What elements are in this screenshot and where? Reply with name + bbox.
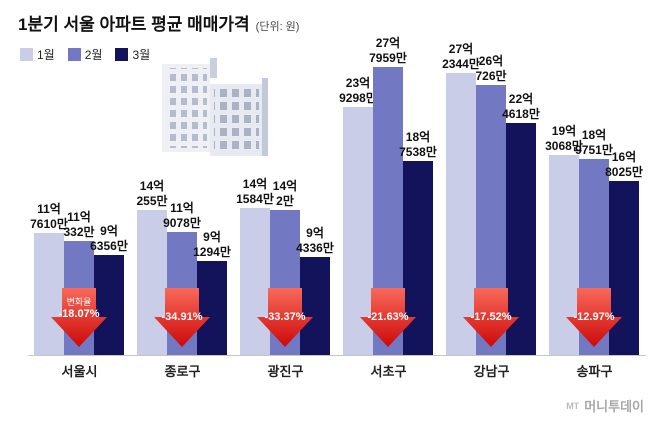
bar-value-label: 27억 2344만 [442,42,480,71]
change-percent: -34.91% [161,311,203,323]
bar-1월-종로구 [137,210,167,355]
legend-item-mar: 3월 [115,46,150,63]
legend-swatch-mar [115,48,129,61]
bar-3월-강남구 [506,123,536,355]
change-arrow: 변화율 -18.07% [50,288,108,348]
title-text: 1분기 서울 아파트 평균 매매가격 [18,15,250,34]
page-title: 1분기 서울 아파트 평균 매매가격 (단위: 원) [18,10,299,35]
change-arrow: -12.97% [565,288,623,348]
legend-item-feb: 2월 [67,46,103,63]
bar-value-label: 14억 2만 [272,179,298,208]
category-label: 송파구 [576,364,613,379]
change-arrow: -34.91% [153,288,211,348]
unit-note: (단위: 원) [255,21,300,33]
down-arrow-icon [463,288,519,347]
legend-label-jan: 1월 [37,48,55,62]
legend-label-mar: 3월 [132,48,151,62]
bar-value-label: 19억 3068만 [545,124,583,153]
category-label: 서초구 [370,364,407,379]
change-arrow: -21.63% [359,288,417,348]
x-axis-line [28,355,646,356]
bar-1월-강남구 [446,73,476,355]
bar-value-label: 18억 9751만 [575,128,613,157]
change-arrow: -17.52% [462,288,520,348]
down-arrow-icon [566,288,622,347]
legend-item-jan: 1월 [20,46,55,63]
bar-value-label: 27억 7959만 [369,36,407,65]
change-arrow: -33.37% [256,288,314,348]
bar-3월-송파구 [609,181,639,355]
category-label: 광진구 [267,364,304,379]
down-arrow-icon [51,288,107,347]
change-percent: -33.37% [264,311,306,323]
bar-3월-광진구 [300,257,330,355]
change-label: 변화율 [66,297,92,307]
building-illustration [162,58,268,156]
category-label: 종로구 [164,364,201,379]
change-percent: -21.63% [367,311,409,323]
down-arrow-icon [257,288,313,347]
legend-swatch-jan [20,48,33,61]
bar-1월-서울시 [34,233,64,355]
change-percent: -12.97% [573,311,615,323]
bar-1월-광진구 [240,208,270,355]
change-percent: -17.52% [470,311,512,323]
change-percent: -18.07% [58,308,100,320]
publisher-name: 머니투데이 [584,399,644,414]
publisher-logo: MT [566,400,580,411]
down-arrow-icon [360,288,416,347]
bar-value-label: 14억 255만 [136,179,168,208]
bar-3월-서울시 [94,255,124,355]
legend: 1월 2월 3월 [20,46,150,63]
bar-value-label: 14억 1584만 [236,177,274,206]
watermark: MT 머니투데이 [566,396,644,415]
legend-swatch-feb [67,48,81,61]
bar-value-label: 11억 7610만 [30,202,68,231]
bar-3월-종로구 [197,261,227,355]
category-label: 서울시 [61,364,98,379]
bar-1월-서초구 [343,107,373,355]
category-label: 강남구 [473,364,510,379]
legend-label-feb: 2월 [84,48,103,62]
down-arrow-icon [154,288,210,347]
